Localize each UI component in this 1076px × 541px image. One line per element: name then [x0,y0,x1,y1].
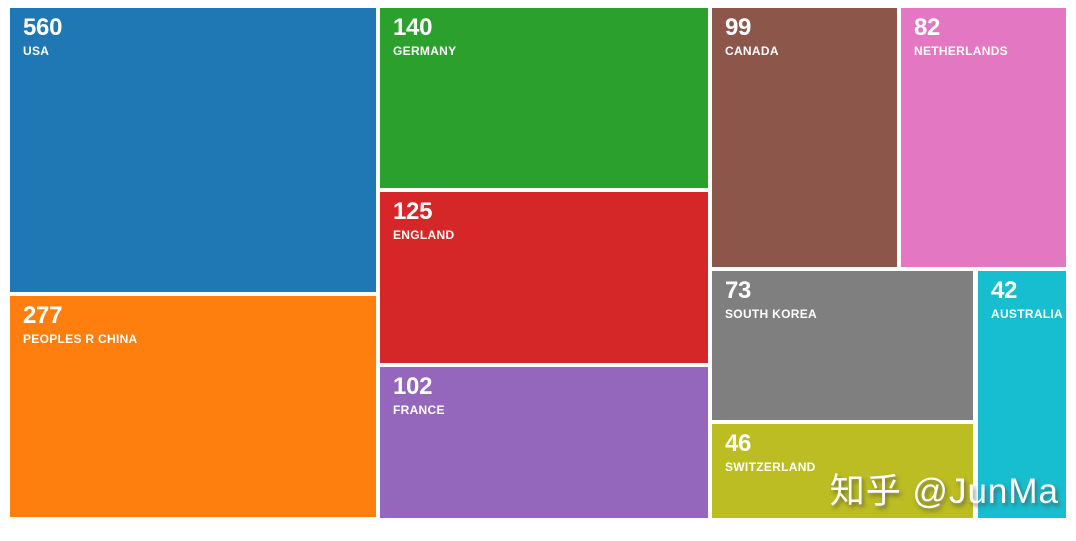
treemap-tile-france: 102 FRANCE [380,367,708,518]
tile-value: 560 [23,14,63,41]
tile-label: AUSTRALIA [991,307,1064,321]
tile-value: 102 [393,373,433,400]
tile-label: PEOPLES R CHINA [23,332,138,346]
treemap-tile-netherlands: 82 NETHERLANDS [901,8,1066,267]
tile-label: FRANCE [393,403,445,417]
tile-value: 73 [725,277,752,304]
treemap-tile-peoples-r-china: 277 PEOPLES R CHINA [10,296,376,517]
treemap-tile-south-korea: 73 SOUTH KOREA [712,271,973,420]
zhihu-watermark: 知乎 @JunMa [829,472,1059,511]
tile-label: GERMANY [393,44,457,58]
treemap-tile-usa: 560 USA [10,8,376,292]
treemap-tile-england: 125 ENGLAND [380,192,708,363]
treemap-tile-australia: 42 AUSTRALIA [978,271,1066,518]
tile-value: 99 [725,14,752,41]
tile-value: 140 [393,14,433,41]
tile-value: 277 [23,302,63,329]
tile-value: 82 [914,14,941,41]
tile-value: 46 [725,430,752,457]
treemap-tile-canada: 99 CANADA [712,8,897,267]
tile-label: NETHERLANDS [914,44,1008,58]
tile-label: ENGLAND [393,228,455,242]
tile-label: CANADA [725,44,779,58]
tile-label: SOUTH KOREA [725,307,817,321]
treemap-tile-switzerland: 46 SWITZERLAND [712,424,973,518]
treemap-tile-germany: 140 GERMANY [380,8,708,188]
tile-label: SWITZERLAND [725,460,816,474]
tile-value: 42 [991,277,1018,304]
tile-value: 125 [393,198,433,225]
tile-label: USA [23,44,50,58]
